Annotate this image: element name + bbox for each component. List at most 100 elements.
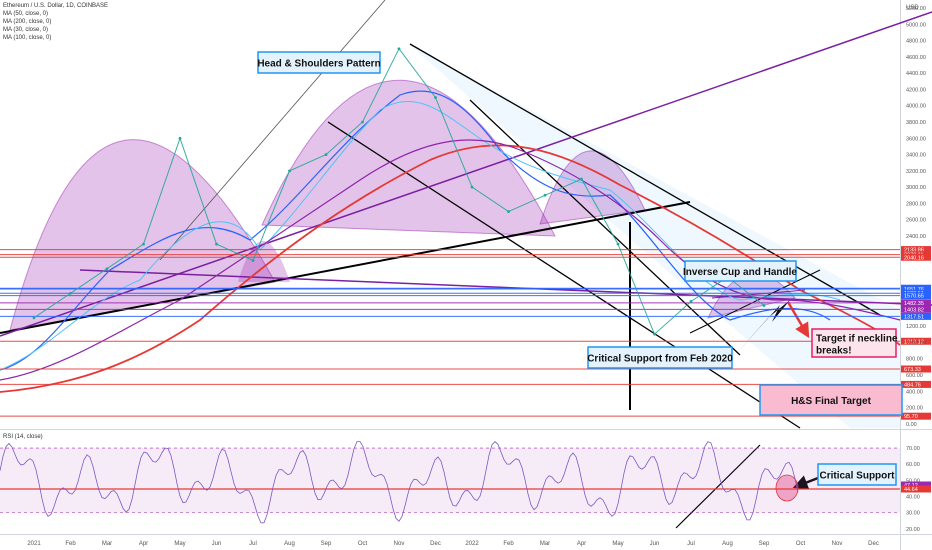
price-tick-label: 3400.00	[906, 153, 926, 159]
price-tick-label: 4200.00	[906, 87, 926, 93]
price-tick-label: 2800.00	[906, 201, 926, 207]
rsi-support-annotation: Critical Support	[817, 463, 897, 486]
price-tick-label: 2400.00	[906, 234, 926, 240]
price-level-badge	[901, 285, 931, 293]
price-point	[142, 242, 145, 246]
channel-upper	[409, 43, 881, 316]
price-point	[397, 47, 401, 51]
price-point	[434, 96, 437, 99]
price-tick-label: 4600.00	[906, 55, 926, 61]
target-arrow	[786, 301, 810, 339]
price-point	[762, 304, 766, 307]
time-tick-label: Apr	[139, 541, 148, 547]
left-shoulder-arc	[9, 139, 276, 331]
price-tick-label: 5000.00	[906, 22, 926, 28]
rsi-support-label: Critical Support	[819, 471, 895, 482]
time-tick-label: 2022	[465, 541, 479, 547]
cup-annotation: Inverse Cup and Handle	[683, 260, 797, 282]
time-tick-label: 2021	[27, 541, 41, 547]
price-tick-label: 3600.00	[906, 136, 926, 142]
price-point	[178, 136, 182, 140]
neckline	[0, 201, 691, 334]
price-tick-label: 400.00	[906, 389, 923, 395]
price-level-badge	[901, 292, 931, 300]
price-point	[361, 120, 364, 124]
ma-30-line	[0, 100, 841, 371]
rsi-pane	[0, 430, 900, 534]
price-level-label: 1482.35	[904, 301, 924, 307]
price-tick-label: 3200.00	[906, 169, 926, 175]
price-level-label: 95.70	[904, 414, 918, 420]
time-tick-label: Aug	[284, 541, 295, 547]
price-axis-unit: USD	[906, 5, 919, 11]
cup-wedge	[689, 269, 821, 334]
price-level-label: 1013.12	[904, 339, 924, 345]
rsi-tick-label: 50.00	[906, 478, 920, 484]
rsi-trendline	[675, 444, 761, 529]
channel-mid	[469, 99, 741, 356]
time-tick-label: May	[174, 541, 185, 547]
chart-title: Ethereum / U.S. Dollar, 1D, COINBASE	[3, 3, 109, 9]
indicator-ma50[interactable]: MA (50, close, 0)	[3, 11, 49, 17]
support-annotation: Critical Support from Feb 2020	[587, 346, 733, 369]
rsi-tick-label: 30.00	[906, 511, 920, 517]
time-tick-label: Aug	[722, 541, 733, 547]
price-point	[543, 193, 547, 197]
price-point	[470, 185, 474, 189]
price-tick-label: 1000.00	[906, 340, 926, 346]
price-tick-label: 2600.00	[906, 218, 926, 224]
price-level-badge	[901, 305, 931, 313]
time-tick-label: Sep	[759, 541, 770, 547]
price-level-badge	[901, 412, 931, 420]
price-tick-label: 4000.00	[906, 104, 926, 110]
price-level-label: 2133.86	[904, 248, 924, 254]
price-point	[105, 267, 109, 271]
price-tick-label: 3000.00	[906, 185, 926, 191]
indicator-ma100[interactable]: MA (100, close, 0)	[3, 35, 52, 41]
price-point	[215, 242, 218, 246]
price-tick-label: 5200.00	[906, 6, 926, 12]
purple-horizontal	[79, 269, 932, 306]
time-tick-label: Sep	[321, 541, 332, 547]
price-tick-label: 200.00	[906, 406, 923, 412]
time-tick-label: Jun	[650, 541, 660, 547]
hs-target-annotation: H&S Final Target	[759, 384, 903, 416]
price-point	[507, 210, 510, 213]
target-annotation: Target if neckline breaks!	[811, 328, 900, 358]
price-point	[32, 316, 36, 320]
price-point	[616, 242, 620, 246]
price-tick-label: 1200.00	[906, 324, 926, 330]
hs-annotation: Head & Shoulders Pattern	[257, 51, 381, 74]
cup-rim	[711, 289, 806, 299]
support-label: Critical Support from Feb 2020	[587, 354, 733, 365]
price-point	[689, 300, 693, 303]
ma-50-line	[0, 90, 831, 371]
pattern-drawings	[0, 0, 932, 529]
time-tick-label: Nov	[832, 541, 843, 547]
price-level-label: 1317.51	[904, 314, 924, 320]
price-pane	[0, 0, 900, 428]
rsi-value-badge	[901, 481, 931, 489]
rsi-title[interactable]: RSI (14, close)	[3, 434, 43, 440]
time-tick-label: Feb	[503, 541, 514, 547]
time-tick-label: Jun	[212, 541, 222, 547]
hs-label: Head & Shoulders Pattern	[257, 59, 380, 70]
small-arc	[238, 241, 290, 282]
time-tick-label: Feb	[65, 541, 76, 547]
price-point	[324, 153, 328, 156]
indicator-ma30[interactable]: MA (30, close, 0)	[3, 27, 49, 33]
cup-label: Inverse Cup and Handle	[683, 267, 797, 278]
price-level-label: 484.76	[904, 382, 921, 388]
target-label: Target if neckline breaks!	[816, 334, 900, 357]
rsi-tick-label: 60.00	[906, 462, 920, 468]
price-tick-label: 0.00	[906, 422, 917, 428]
channel-fill	[410, 45, 900, 428]
price-level-badge	[901, 380, 931, 388]
price-tick-label: 800.00	[906, 357, 923, 363]
indicator-ma200[interactable]: MA (200, close, 0)	[3, 19, 52, 25]
price-point	[251, 259, 255, 262]
rsi-value-badge	[901, 485, 931, 493]
price-point	[288, 169, 291, 173]
rsi-tick-label: 40.00	[906, 494, 920, 500]
